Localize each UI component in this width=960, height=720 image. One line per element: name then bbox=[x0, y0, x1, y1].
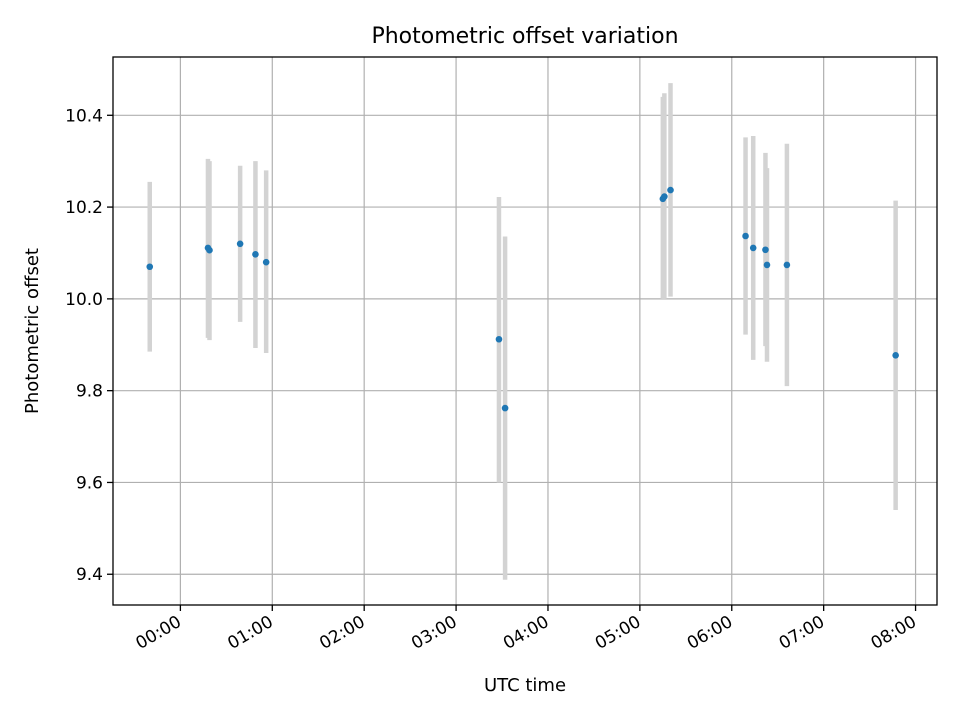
data-points bbox=[146, 186, 899, 412]
data-point bbox=[206, 246, 213, 254]
data-point bbox=[495, 335, 503, 343]
data-point bbox=[749, 244, 757, 252]
y-tick-label: 10.2 bbox=[65, 198, 103, 218]
y-axis-label: Photometric offset bbox=[22, 248, 43, 414]
data-point bbox=[667, 186, 674, 194]
y-tick-label: 10.4 bbox=[65, 106, 103, 126]
y-tick-label: 9.6 bbox=[76, 473, 103, 493]
grid bbox=[113, 57, 937, 605]
y-tick-label: 10.0 bbox=[65, 290, 103, 310]
plot-frame bbox=[112, 56, 938, 606]
data-point bbox=[783, 261, 791, 269]
data-point bbox=[762, 246, 769, 254]
data-point bbox=[763, 261, 771, 269]
data-point bbox=[661, 193, 668, 200]
data-point bbox=[892, 352, 899, 359]
data-point bbox=[146, 263, 154, 271]
y-axis: 9.4 9.6 9.8 10.0 10.2 10.4 bbox=[65, 106, 113, 585]
data-point bbox=[742, 232, 749, 240]
y-tick-label: 9.4 bbox=[76, 565, 103, 585]
data-point bbox=[501, 404, 509, 412]
data-point bbox=[236, 240, 244, 248]
data-point bbox=[262, 258, 270, 266]
chart-title: Photometric offset variation bbox=[371, 24, 678, 49]
y-tick-label: 9.8 bbox=[76, 382, 103, 402]
data-point bbox=[252, 251, 259, 258]
x-axis-label: UTC time bbox=[484, 675, 566, 696]
